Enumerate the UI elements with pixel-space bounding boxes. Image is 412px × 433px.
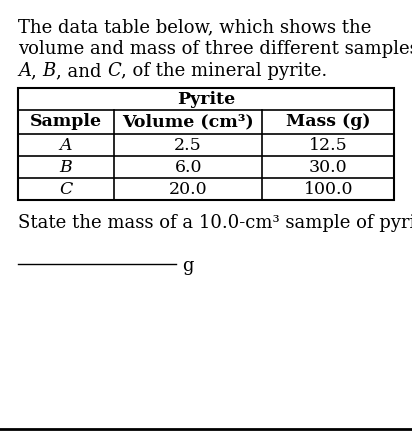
Text: volume and mass of three different samples,: volume and mass of three different sampl… <box>18 40 412 58</box>
Text: ,: , <box>31 62 42 80</box>
Text: Sample: Sample <box>30 113 102 130</box>
Text: B: B <box>60 158 73 175</box>
Text: B: B <box>42 62 56 80</box>
Text: , and: , and <box>56 62 107 80</box>
Text: A: A <box>18 62 31 80</box>
Text: State the mass of a 10.0-cm³ sample of pyrite.: State the mass of a 10.0-cm³ sample of p… <box>18 214 412 232</box>
Text: C: C <box>107 62 121 80</box>
Text: The data table below, which shows the: The data table below, which shows the <box>18 18 371 36</box>
Text: A: A <box>60 136 72 154</box>
Bar <box>18 88 394 200</box>
Text: 100.0: 100.0 <box>304 181 353 197</box>
Text: 30.0: 30.0 <box>309 158 347 175</box>
Text: 2.5: 2.5 <box>174 136 202 154</box>
Text: 12.5: 12.5 <box>309 136 348 154</box>
Text: 20.0: 20.0 <box>169 181 208 197</box>
Text: Volume (cm³): Volume (cm³) <box>122 113 254 130</box>
Text: C: C <box>59 181 73 197</box>
Text: , of the mineral pyrite.: , of the mineral pyrite. <box>121 62 327 80</box>
Text: 6.0: 6.0 <box>174 158 202 175</box>
Text: Pyrite: Pyrite <box>177 90 235 107</box>
Text: Mass (g): Mass (g) <box>286 113 370 130</box>
Text: g: g <box>182 257 193 275</box>
Bar <box>18 88 394 200</box>
